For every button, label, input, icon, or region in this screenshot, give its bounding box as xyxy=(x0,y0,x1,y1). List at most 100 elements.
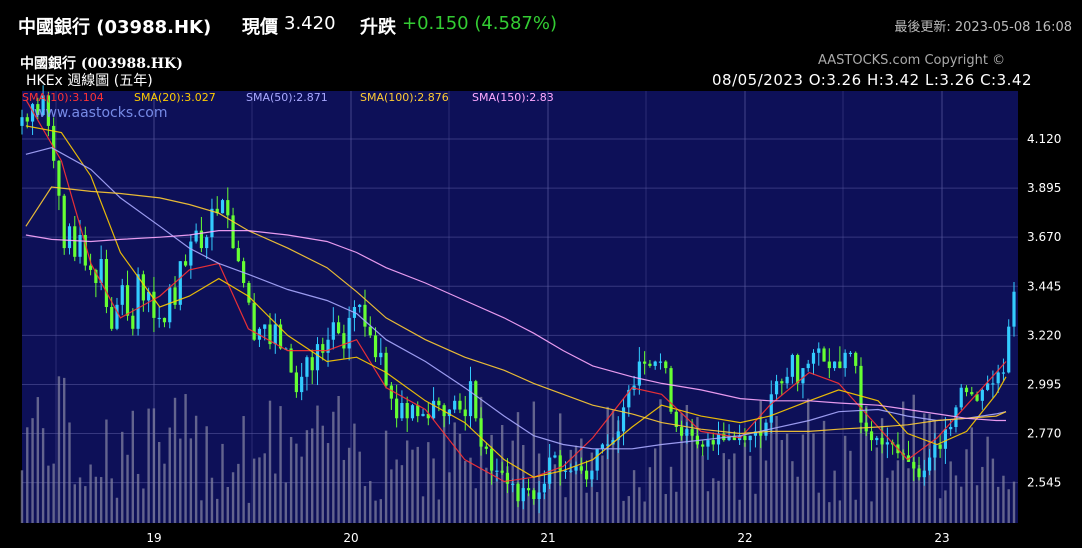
candle-body xyxy=(236,248,240,262)
volume-bar xyxy=(126,454,129,523)
candle-body xyxy=(120,285,124,305)
candle-body xyxy=(83,235,87,266)
volume-bar xyxy=(295,443,298,523)
candle-body xyxy=(73,226,77,257)
candle-body xyxy=(569,470,573,472)
x-tick-label: 20 xyxy=(343,531,358,545)
volume-bar xyxy=(231,472,235,523)
candle-body xyxy=(590,470,594,480)
candle-body xyxy=(273,324,277,345)
volume-bar xyxy=(706,491,710,523)
candle-body xyxy=(379,352,383,358)
volume-bar xyxy=(880,418,884,523)
candle-body xyxy=(827,361,831,369)
volume-bar xyxy=(326,443,330,523)
volume-bar xyxy=(247,502,251,523)
volume-bar xyxy=(727,459,731,523)
candle-body xyxy=(410,405,415,419)
candle-body xyxy=(331,322,335,340)
volume-bar xyxy=(427,442,430,523)
candle-body xyxy=(479,418,483,447)
volume-bar xyxy=(653,448,657,523)
candle-body xyxy=(152,291,156,318)
candle-body xyxy=(189,241,193,266)
candle-body xyxy=(220,200,225,214)
volume-bar xyxy=(669,466,673,523)
candle-body xyxy=(643,361,647,364)
volume-bar xyxy=(453,422,456,523)
candle-body xyxy=(843,352,847,369)
volume-bar xyxy=(26,427,29,523)
volume-bar xyxy=(421,496,425,523)
volume-bar xyxy=(274,473,277,523)
volume-bar xyxy=(838,500,842,523)
volume-bar xyxy=(875,447,879,523)
candle-body xyxy=(732,435,736,441)
candle-body xyxy=(964,387,969,393)
candle-body xyxy=(521,488,525,502)
volume-bar xyxy=(664,494,667,523)
volume-bar xyxy=(585,492,588,523)
volume-bar xyxy=(437,499,441,523)
candle-body xyxy=(405,403,409,419)
candle-body xyxy=(774,381,779,395)
candle-body xyxy=(131,315,135,329)
candle-body xyxy=(495,470,499,472)
candle-body xyxy=(363,304,367,327)
volume-bar xyxy=(416,446,419,523)
candle-body xyxy=(854,352,858,366)
candle-body xyxy=(178,261,182,305)
candle-body xyxy=(358,304,362,307)
volume-bar xyxy=(479,396,483,523)
candle-body xyxy=(885,442,889,445)
candle-body xyxy=(579,466,583,471)
candle-body xyxy=(162,317,167,323)
volume-bar xyxy=(865,405,868,523)
volume-bar xyxy=(828,502,831,523)
volume-bar xyxy=(31,418,34,523)
volume-bar xyxy=(84,486,87,523)
candle-body xyxy=(257,328,262,340)
candle-body xyxy=(838,361,842,369)
candle-body xyxy=(975,394,979,401)
candle-body xyxy=(653,361,657,366)
volume-bar xyxy=(780,439,784,523)
candle-body xyxy=(553,455,557,458)
volume-bar xyxy=(712,478,715,523)
last-updated: 最後更新: 2023-05-08 16:08 xyxy=(894,20,1072,35)
volume-bar xyxy=(807,398,810,523)
candle-body xyxy=(25,117,29,122)
candle-body xyxy=(516,483,520,502)
volume-bar xyxy=(105,419,108,523)
volume-bar xyxy=(590,452,594,523)
candle-body xyxy=(959,387,963,408)
volume-bar xyxy=(1002,475,1005,523)
candle-body xyxy=(278,324,283,349)
volume-bar xyxy=(812,433,815,523)
volume-bar xyxy=(300,456,303,523)
volume-bar xyxy=(221,443,224,523)
candle-body xyxy=(796,355,800,384)
candle-body xyxy=(880,437,884,445)
volume-bar xyxy=(849,450,852,523)
candle-body xyxy=(183,261,188,266)
candle-body xyxy=(943,429,948,449)
volume-bar xyxy=(458,433,462,523)
candle-body xyxy=(727,435,731,441)
candle-body xyxy=(537,492,541,499)
volume-bar xyxy=(216,498,219,523)
copyright-notice: AASTOCKS.com Copyright © xyxy=(818,53,1006,68)
volume-bar xyxy=(342,459,346,523)
volume-bar xyxy=(448,472,451,523)
volume-bar xyxy=(268,400,272,523)
volume-bar xyxy=(279,406,282,523)
candle-body xyxy=(52,125,56,161)
volume-bar xyxy=(36,397,40,523)
volume-bar xyxy=(189,438,193,523)
candle-body xyxy=(226,200,230,216)
candle-body xyxy=(922,470,926,478)
candle-body xyxy=(822,348,826,362)
candle-body xyxy=(373,335,378,358)
candle-body xyxy=(722,433,726,441)
volume-bar xyxy=(938,498,942,523)
